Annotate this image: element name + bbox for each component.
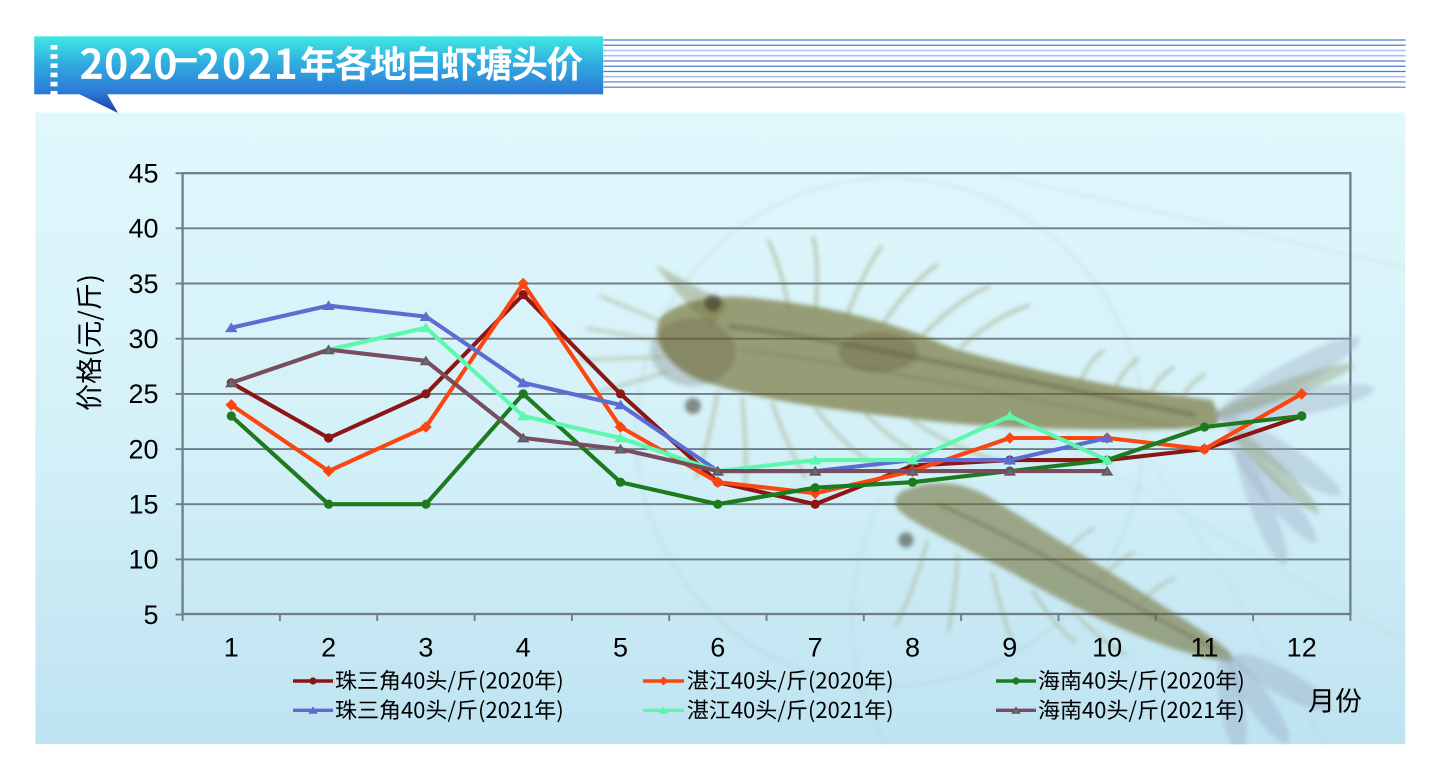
svg-text:5: 5: [143, 600, 158, 630]
svg-text:10: 10: [1092, 632, 1122, 662]
svg-text:35: 35: [128, 269, 158, 299]
svg-text:10: 10: [128, 545, 158, 575]
svg-text:30: 30: [128, 324, 158, 354]
svg-text:3: 3: [418, 632, 433, 662]
svg-text:7: 7: [808, 632, 823, 662]
svg-text:6: 6: [710, 632, 725, 662]
svg-text:8: 8: [905, 632, 920, 662]
svg-text:4: 4: [516, 632, 531, 662]
svg-text:2: 2: [321, 632, 336, 662]
svg-text:15: 15: [128, 490, 158, 520]
svg-text:45: 45: [128, 159, 158, 189]
svg-text:12: 12: [1287, 632, 1317, 662]
svg-text:40: 40: [128, 214, 158, 244]
svg-text:25: 25: [128, 379, 158, 409]
svg-text:11: 11: [1190, 632, 1218, 662]
svg-text:1: 1: [224, 632, 239, 662]
svg-text:9: 9: [1002, 632, 1017, 662]
svg-text:5: 5: [613, 632, 628, 662]
svg-text:20: 20: [128, 434, 158, 464]
